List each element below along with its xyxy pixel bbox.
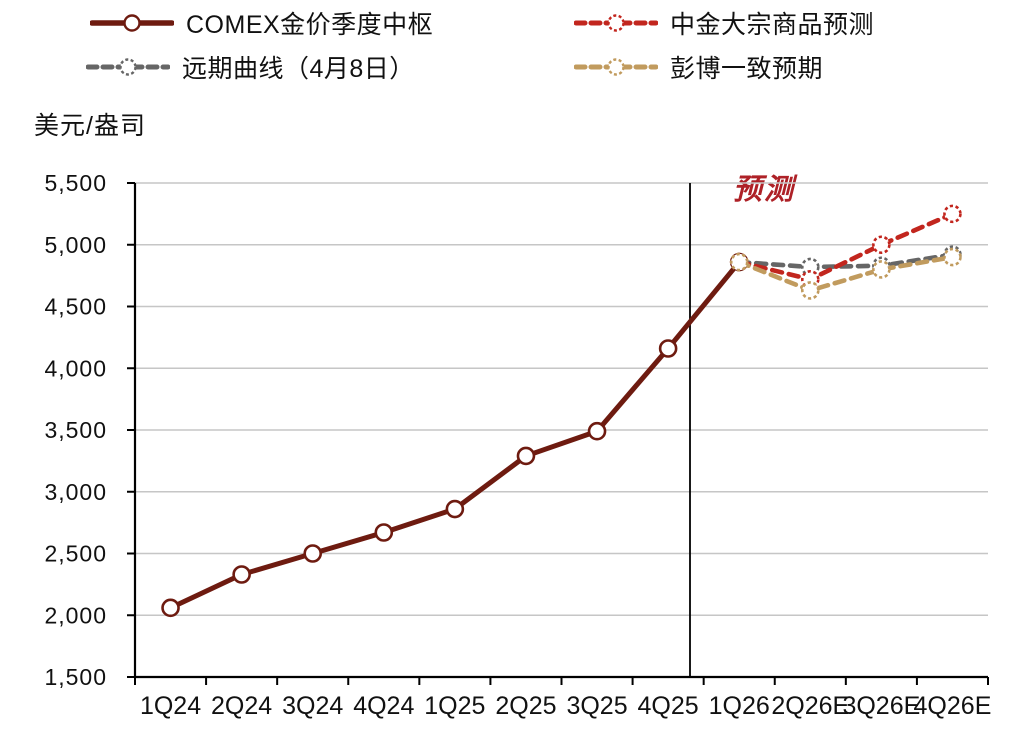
data-point-marker (872, 260, 891, 279)
x-tick-label: 2Q26E (771, 692, 849, 720)
y-tick-label: 5,500 (44, 170, 107, 196)
x-tick-label: 4Q25 (638, 692, 699, 720)
legend-item-bloomberg: 彭博一致预期 (574, 52, 824, 83)
data-point-marker (374, 523, 394, 542)
data-point-marker (800, 281, 820, 300)
y-tick-label: 2,500 (44, 541, 107, 567)
legend-label-forward: 远期曲线（4月8日） (182, 55, 415, 83)
legend-label-bloomberg: 彭博一致预期 (670, 55, 824, 83)
data-point-marker (161, 598, 180, 618)
x-tick-label: 2Q24 (211, 692, 272, 720)
legend-sample-marker (607, 58, 625, 76)
data-point-marker (445, 499, 465, 519)
data-point-marker (729, 252, 749, 272)
series-line (736, 252, 955, 270)
y-tick-label: 1,500 (44, 664, 107, 690)
y-axis-unit-label: 美元/盎司 (34, 112, 146, 140)
legend-line-sample-forward (86, 58, 170, 76)
data-point-marker (232, 565, 251, 584)
x-tick-label: 3Q26E (842, 692, 920, 720)
data-point-marker (658, 339, 678, 358)
x-tick-label: 3Q24 (282, 692, 343, 720)
y-tick-label: 2,000 (44, 602, 107, 628)
data-point-marker (872, 235, 891, 255)
y-tick-label: 4,000 (44, 355, 107, 381)
x-tick-label: 2Q25 (495, 692, 556, 720)
data-point-marker (516, 446, 536, 466)
x-tick-label: 1Q24 (140, 692, 201, 720)
x-tick-label: 4Q24 (353, 692, 414, 720)
legend-line-sample-bloomberg (574, 58, 658, 76)
series-line (168, 259, 742, 611)
y-tick-label: 4,500 (44, 294, 107, 320)
series-line (736, 211, 955, 282)
legend-line-sample-comex (90, 14, 174, 32)
legend-item-comex-actual: COMEX金价季度中枢 (90, 8, 434, 39)
data-point-marker (303, 544, 323, 563)
legend-item-forward-curve: 远期曲线（4月8日） (86, 52, 415, 83)
data-point-marker (943, 204, 962, 224)
x-tick-label: 4Q26E (914, 692, 992, 720)
forecast-annotation: 预测 (733, 174, 796, 206)
data-point-marker (943, 247, 962, 267)
legend-label-comex: COMEX金价季度中枢 (186, 11, 434, 39)
x-tick-label: 1Q26 (709, 692, 770, 720)
legend-label-cicc: 中金大宗商品预测 (670, 11, 875, 39)
y-tick-label: 3,000 (44, 479, 107, 505)
y-tick-label: 3,500 (44, 417, 107, 443)
x-tick-label: 3Q25 (566, 692, 627, 720)
series-line (736, 254, 955, 293)
data-point-marker (587, 421, 607, 441)
legend-sample-marker (119, 58, 137, 76)
legend-sample-marker (607, 14, 625, 32)
legend-item-cicc-forecast: 中金大宗商品预测 (574, 8, 875, 39)
y-tick-label: 5,000 (44, 232, 107, 258)
x-tick-label: 1Q25 (424, 692, 485, 720)
legend-sample-marker (123, 14, 141, 32)
legend-line-sample-cicc (574, 14, 658, 32)
